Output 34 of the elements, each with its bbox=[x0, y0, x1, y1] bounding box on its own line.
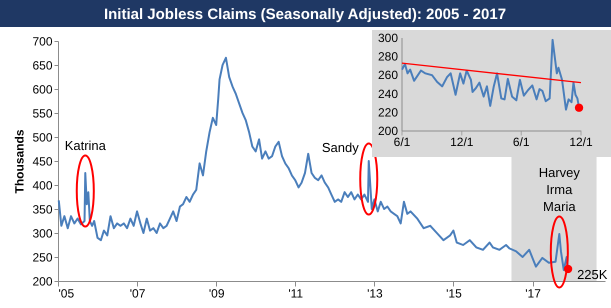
y-tick-label: 250 bbox=[32, 250, 53, 264]
y-tick-label: 450 bbox=[32, 154, 53, 168]
x-tick-label: '05 bbox=[58, 286, 74, 300]
y-tick-label: 200 bbox=[378, 124, 398, 138]
y-tick-label: 260 bbox=[378, 68, 398, 82]
x-tick-label: '13 bbox=[367, 286, 384, 300]
y-tick-label: 700 bbox=[32, 34, 53, 48]
y-tick-label: 200 bbox=[32, 274, 53, 288]
annotation: Sandy bbox=[322, 140, 360, 155]
x-tick-label: '11 bbox=[288, 286, 304, 300]
chart-title: Initial Jobless Claims (Seasonally Adjusted): 2005 - 2017 bbox=[104, 6, 506, 23]
y-tick-label: 240 bbox=[378, 86, 398, 101]
x-tick-label: '17 bbox=[525, 286, 542, 300]
annotation: Harvey Irma Maria bbox=[538, 164, 580, 214]
y-tick-label: 650 bbox=[32, 58, 53, 72]
x-tick-label: 6/1 bbox=[512, 135, 530, 149]
y-tick-label: 280 bbox=[378, 50, 398, 64]
x-tick-label: '09 bbox=[208, 286, 225, 300]
x-tick-label: 12/1 bbox=[569, 135, 593, 149]
x-tick-label: 6/1 bbox=[394, 135, 411, 149]
y-tick-label: 600 bbox=[32, 82, 53, 96]
x-tick-label: 12/1 bbox=[450, 135, 474, 149]
y-tick-label: 500 bbox=[32, 130, 53, 144]
x-tick-label: '07 bbox=[130, 286, 146, 300]
y-tick-label: 220 bbox=[378, 105, 398, 120]
y-tick-label: 300 bbox=[378, 31, 398, 45]
x-tick-label: '15 bbox=[446, 286, 462, 300]
annotation: Katrina bbox=[64, 138, 107, 153]
y-tick-label: 550 bbox=[32, 106, 53, 120]
y-tick-label: 350 bbox=[32, 202, 53, 216]
annotation: 225K bbox=[577, 267, 608, 282]
y-tick-label: 300 bbox=[32, 226, 53, 240]
y-axis-title: Thousands bbox=[12, 129, 26, 194]
y-tick-label: 400 bbox=[32, 178, 53, 192]
